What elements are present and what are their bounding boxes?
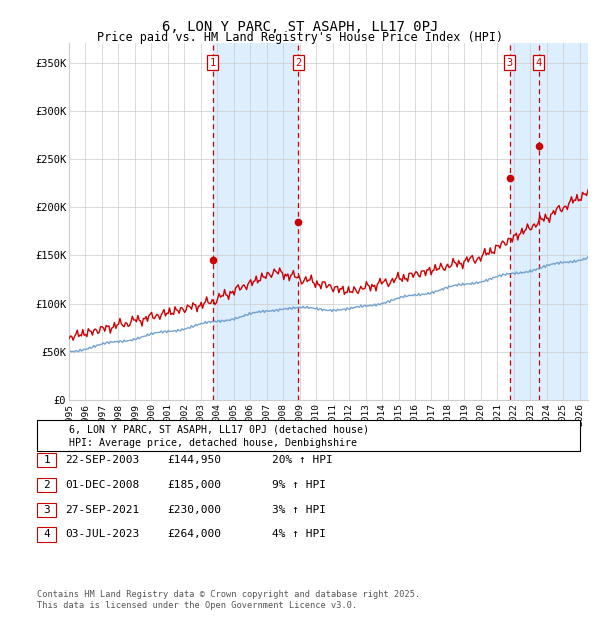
Bar xyxy=(539,43,588,400)
Text: 3: 3 xyxy=(43,505,50,515)
Text: 1: 1 xyxy=(43,455,50,465)
Text: 6, LON Y PARC, ST ASAPH, LL17 0PJ (detached house): 6, LON Y PARC, ST ASAPH, LL17 0PJ (detac… xyxy=(69,424,369,434)
Bar xyxy=(509,43,539,400)
Bar xyxy=(212,43,298,400)
Bar xyxy=(539,43,588,400)
Text: 3% ↑ HPI: 3% ↑ HPI xyxy=(272,505,326,515)
Text: £230,000: £230,000 xyxy=(167,505,221,515)
Text: 2: 2 xyxy=(295,58,301,68)
Text: 4% ↑ HPI: 4% ↑ HPI xyxy=(272,529,326,539)
Text: 20% ↑ HPI: 20% ↑ HPI xyxy=(272,455,333,465)
Text: 01-DEC-2008: 01-DEC-2008 xyxy=(65,480,140,490)
Text: 2: 2 xyxy=(43,480,50,490)
Text: 1: 1 xyxy=(209,58,216,68)
Text: Price paid vs. HM Land Registry's House Price Index (HPI): Price paid vs. HM Land Registry's House … xyxy=(97,31,503,44)
Text: 4: 4 xyxy=(535,58,542,68)
Text: 3: 3 xyxy=(506,58,512,68)
Text: £144,950: £144,950 xyxy=(167,455,221,465)
Text: £185,000: £185,000 xyxy=(167,480,221,490)
Text: Contains HM Land Registry data © Crown copyright and database right 2025.
This d: Contains HM Land Registry data © Crown c… xyxy=(37,590,421,609)
Text: 22-SEP-2003: 22-SEP-2003 xyxy=(65,455,140,465)
Text: HPI: Average price, detached house, Denbighshire: HPI: Average price, detached house, Denb… xyxy=(69,438,357,448)
Text: —: — xyxy=(46,422,60,436)
Text: 6, LON Y PARC, ST ASAPH, LL17 0PJ: 6, LON Y PARC, ST ASAPH, LL17 0PJ xyxy=(162,20,438,34)
Text: —: — xyxy=(46,436,60,449)
Text: 4: 4 xyxy=(43,529,50,539)
Text: 03-JUL-2023: 03-JUL-2023 xyxy=(65,529,140,539)
Text: 9% ↑ HPI: 9% ↑ HPI xyxy=(272,480,326,490)
Text: 27-SEP-2021: 27-SEP-2021 xyxy=(65,505,140,515)
Text: £264,000: £264,000 xyxy=(167,529,221,539)
